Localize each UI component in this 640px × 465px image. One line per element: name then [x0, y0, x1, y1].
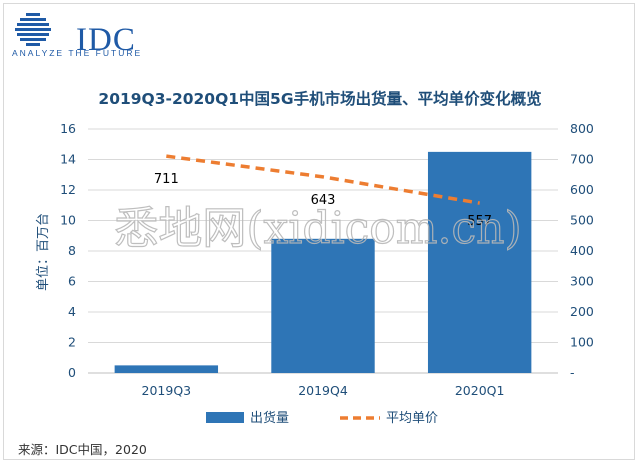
y-left-tick-label: 0	[68, 365, 76, 380]
bar	[271, 238, 375, 373]
source-note: 来源：IDC中国，2020	[18, 442, 147, 457]
logo-name: IDC	[76, 22, 136, 58]
y-right-tick-label: 800	[570, 121, 594, 136]
y-left-tick-label: 14	[60, 152, 76, 167]
data-label: 643	[311, 193, 336, 208]
legend-swatch-bar	[206, 412, 244, 423]
globe-icon	[15, 13, 51, 46]
x-tick-label: 2019Q4	[298, 383, 348, 398]
y-right-tick-label: 100	[570, 335, 594, 350]
y-right-tick-label: 200	[570, 304, 594, 319]
y-right-tick-label: 500	[570, 213, 594, 228]
y-left-tick-label: 12	[60, 182, 76, 197]
y-left-tick-label: 4	[68, 304, 76, 319]
y-left-tick-label: 16	[60, 121, 76, 136]
y-right-tick-label: -	[570, 365, 575, 380]
y-left-tick-label: 2	[68, 335, 76, 350]
y-left-tick-label: 8	[68, 243, 76, 258]
y-right-tick-label: 300	[570, 274, 594, 289]
chart-title: 2019Q3-2020Q1中国5G手机市场出货量、平均单价变化概览	[98, 89, 541, 108]
legend-label-bar: 出货量	[250, 410, 289, 426]
watermark: 悉地网(xidicom.cn)	[114, 203, 521, 254]
bar	[114, 365, 219, 373]
image-frame	[3, 3, 635, 460]
data-label: 711	[154, 172, 179, 187]
y-axis-label: 单位：百万台	[36, 213, 51, 291]
logo-tagline: ANALYZE THE FUTURE	[12, 48, 143, 58]
y-right-tick-label: 600	[570, 182, 594, 197]
line-series-price	[166, 154, 480, 205]
y-right-tick-label: 700	[570, 152, 594, 167]
data-label: 557	[467, 214, 492, 229]
y-left-tick-label: 10	[60, 213, 76, 228]
y-right-tick-label: 400	[570, 243, 594, 258]
bar	[427, 151, 532, 373]
y-left-tick-label: 6	[68, 274, 76, 289]
x-tick-label: 2019Q3	[142, 383, 192, 398]
legend-label-line: 平均单价	[386, 411, 438, 426]
idc-logo: IDC ANALYZE THE FUTURE	[12, 12, 152, 62]
x-tick-label: 2020Q1	[455, 383, 505, 398]
